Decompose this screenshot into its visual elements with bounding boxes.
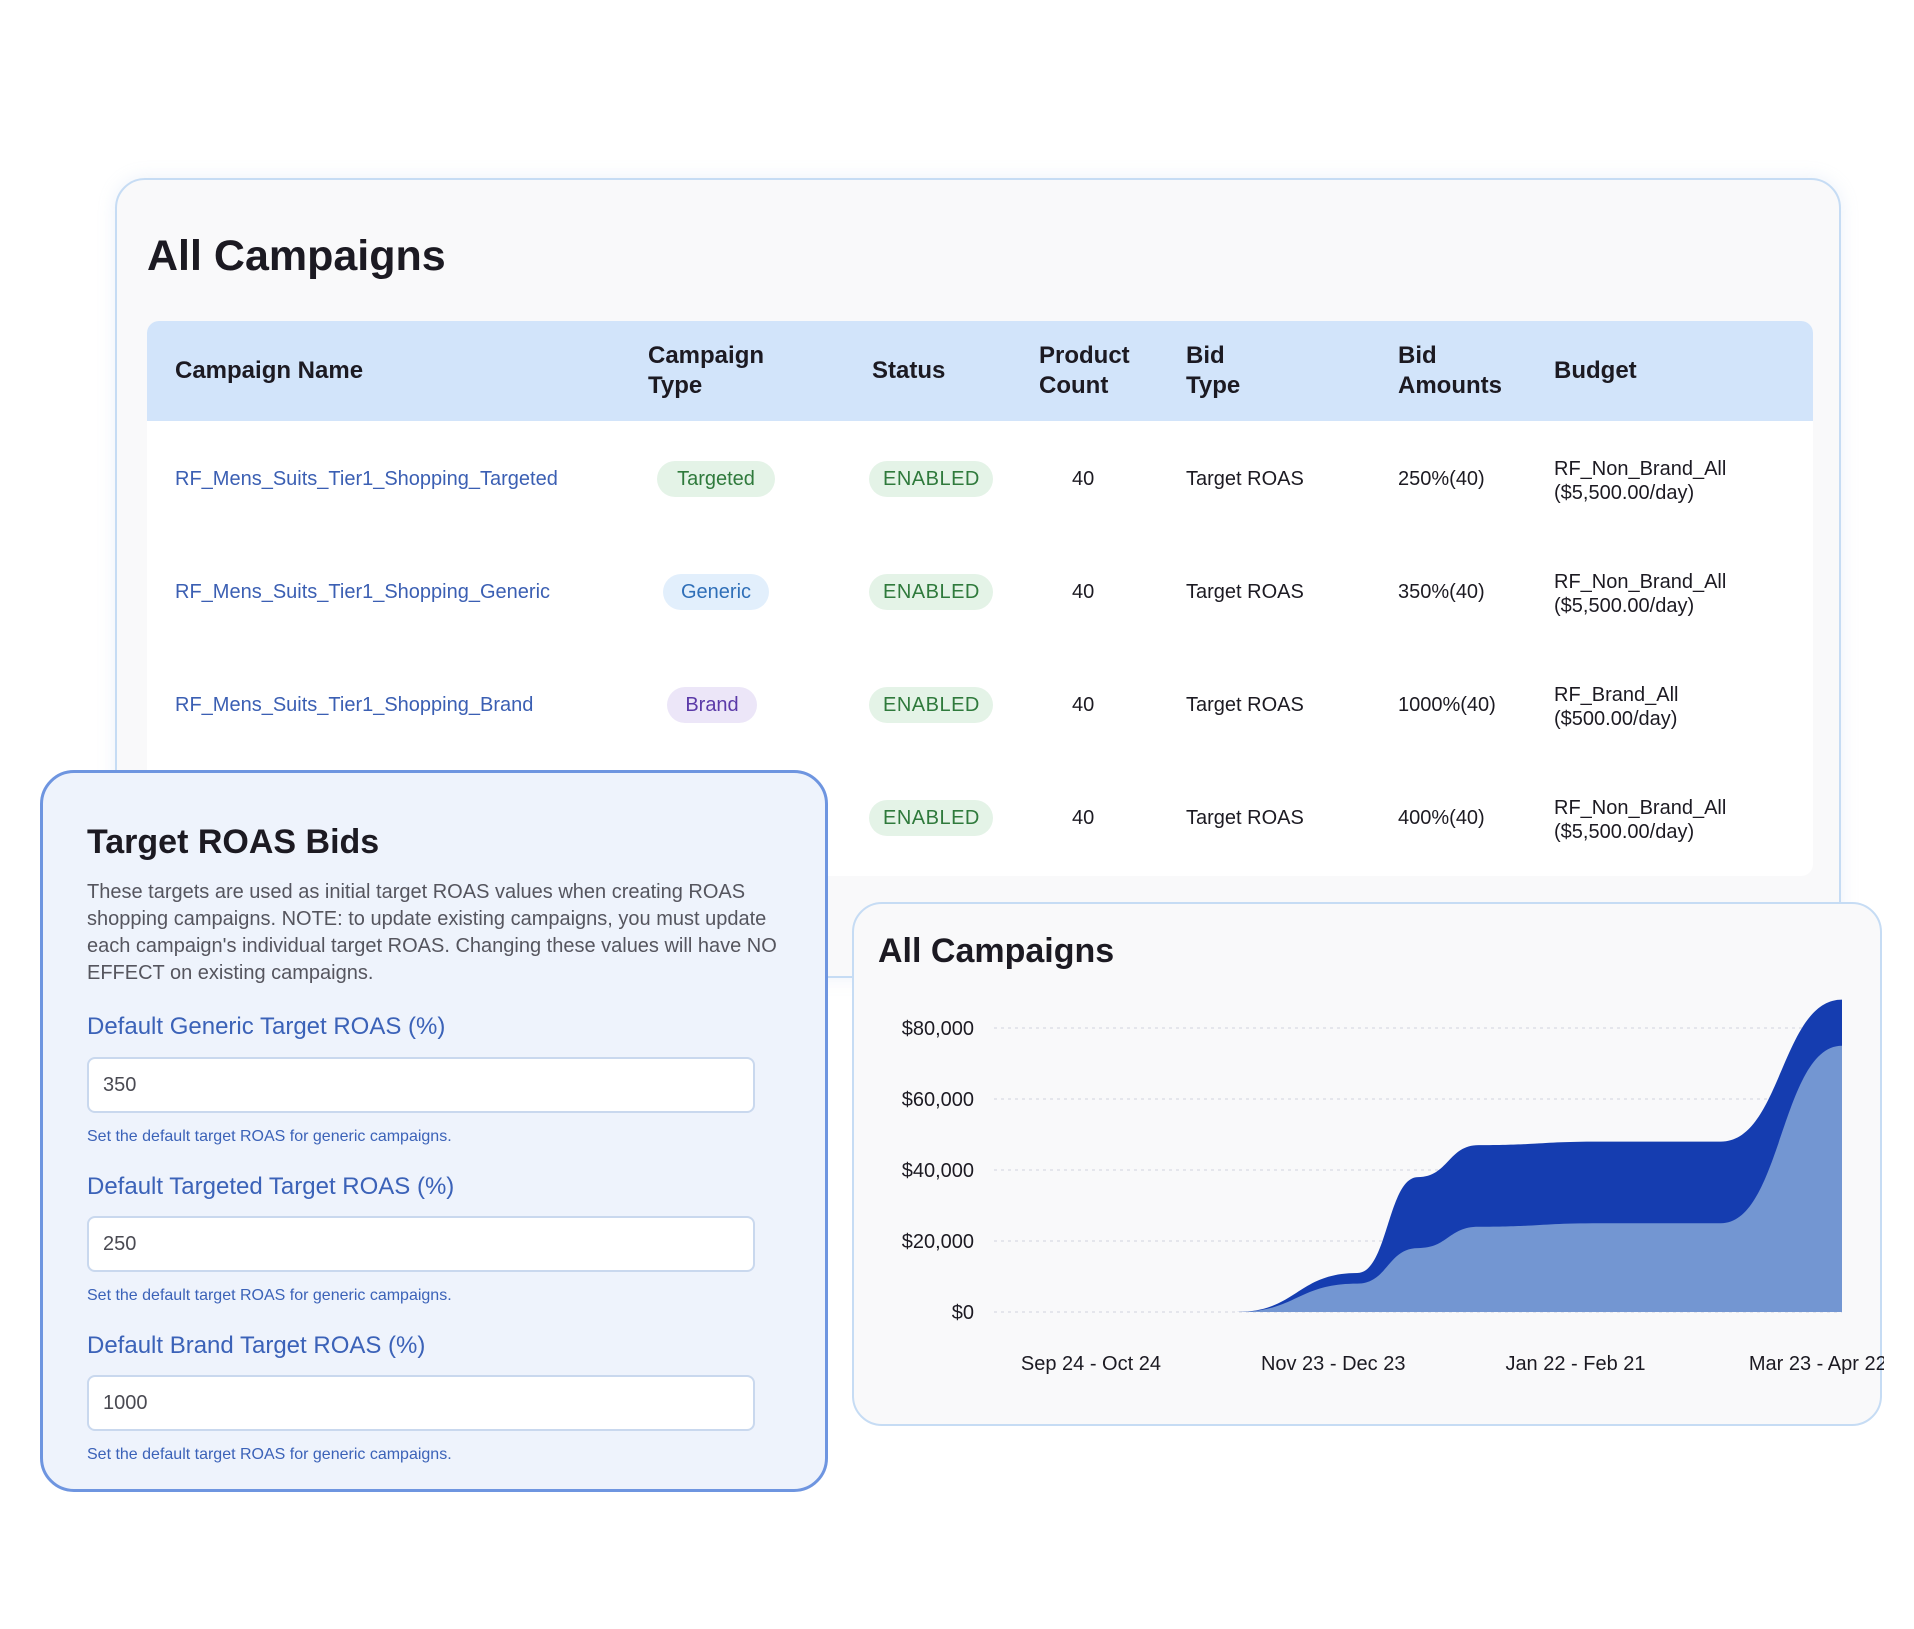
budget-amount: ($5,500.00/day) [1554, 595, 1695, 617]
header-campaign-type-line2: Type [648, 372, 703, 399]
budget-amount: ($500.00/day) [1554, 708, 1678, 730]
header-product-count-line1: Product [1039, 342, 1130, 369]
header-campaign-type[interactable]: Campaign Type [648, 341, 764, 401]
generic-roas-label: Default Generic Target ROAS (%) [87, 1013, 446, 1040]
campaign-type-badge: Generic [663, 574, 769, 610]
campaigns-area-chart: $0 $20,000 $40,000 $60,000 $80,000 Sep 24 - O… [902, 999, 1884, 1375]
budget-name: RF_Brand_All [1554, 684, 1679, 706]
header-bid-type[interactable]: Bid Type [1186, 341, 1240, 401]
bid-amount: 1000%(40) [1398, 694, 1496, 716]
header-budget[interactable]: Budget [1554, 357, 1637, 384]
header-product-count-line2: Count [1039, 372, 1109, 399]
x-tick-label: Jan 22 - Feb 21 [1505, 1353, 1645, 1375]
header-campaign-name[interactable]: Campaign Name [175, 357, 364, 384]
budget-amount: ($5,500.00/day) [1554, 482, 1695, 504]
targeted-roas-help: Set the default target ROAS for generic … [87, 1287, 452, 1304]
budget-name: RF_Non_Brand_All [1554, 458, 1727, 480]
budget-amount: ($5,500.00/day) [1554, 821, 1695, 843]
brand-roas-input[interactable] [87, 1375, 755, 1431]
product-count: 40 [1072, 807, 1095, 829]
budget-name: RF_Non_Brand_All [1554, 571, 1727, 593]
target-roas-card: Target ROAS Bids These targets are used … [40, 770, 828, 1492]
header-product-count[interactable]: Product Count [1039, 341, 1130, 401]
budget-name: RF_Non_Brand_All [1554, 797, 1727, 819]
product-count: 40 [1072, 468, 1095, 490]
brand-roas-label: Default Brand Target ROAS (%) [87, 1332, 426, 1359]
budget: RF_Non_Brand_All ($5,500.00/day) [1554, 796, 1726, 844]
targeted-roas-input[interactable] [87, 1216, 755, 1272]
header-bid-amounts-line1: Bid [1398, 342, 1437, 369]
header-bid-type-line1: Bid [1186, 342, 1225, 369]
status-badge: ENABLED [869, 687, 993, 723]
budget: RF_Non_Brand_All ($5,500.00/day) [1554, 457, 1726, 505]
campaign-name-link[interactable]: RF_Mens_Suits_Tier1_Shopping_Generic [175, 581, 551, 603]
bid-type: Target ROAS [1186, 694, 1304, 716]
x-tick-label: Nov 23 - Dec 23 [1261, 1353, 1406, 1375]
budget: RF_Non_Brand_All ($5,500.00/day) [1554, 570, 1726, 618]
roas-panel-description: These targets are used as initial target… [87, 881, 777, 984]
generic-roas-input[interactable] [87, 1057, 755, 1113]
table-row[interactable]: RF_Mens_Suits_Tier1_Shopping_Brand Brand… [147, 647, 1813, 760]
header-bid-amounts-line2: Amounts [1398, 372, 1502, 399]
campaign-name-link[interactable]: RF_Mens_Suits_Tier1_Shopping_Targeted [175, 468, 558, 490]
status-badge: ENABLED [869, 574, 993, 610]
y-tick-label: $20,000 [902, 1231, 974, 1253]
bid-type: Target ROAS [1186, 807, 1304, 829]
product-count: 40 [1072, 581, 1095, 603]
table-row[interactable]: RF_Mens_Suits_Tier1_Shopping_Targeted Ta… [147, 421, 1813, 534]
campaign-type-badge: Brand [667, 687, 757, 723]
budget: RF_Brand_All ($500.00/day) [1554, 683, 1679, 731]
product-count: 40 [1072, 694, 1095, 716]
y-tick-label: $80,000 [902, 1018, 974, 1040]
campaign-type-badge: Targeted [657, 461, 775, 497]
header-bid-amounts[interactable]: Bid Amounts [1398, 341, 1502, 401]
bid-type: Target ROAS [1186, 581, 1304, 603]
generic-roas-help: Set the default target ROAS for generic … [87, 1128, 452, 1145]
x-tick-label: Mar 23 - Apr 22 [1749, 1353, 1884, 1375]
bid-type: Target ROAS [1186, 468, 1304, 490]
y-tick-label: $0 [952, 1302, 974, 1324]
table-header: Campaign Name Campaign Type Status Produ… [147, 321, 1813, 421]
chart-card: All Campaigns $0 $20,000 $40,000 $60,000 $80… [852, 902, 1884, 1426]
chart-title: All Campaigns [878, 932, 1115, 970]
table-row[interactable]: RF_Mens_Suits_Tier1_Shopping_Generic Gen… [147, 534, 1813, 647]
status-badge: ENABLED [869, 800, 993, 836]
header-status[interactable]: Status [872, 357, 946, 384]
bid-amount: 400%(40) [1398, 807, 1485, 829]
header-campaign-type-line1: Campaign [648, 342, 765, 369]
status-badge: ENABLED [869, 461, 993, 497]
y-tick-label: $40,000 [902, 1160, 974, 1182]
roas-panel-title: Target ROAS Bids [87, 823, 380, 861]
campaigns-table-title: All Campaigns [147, 232, 446, 280]
campaigns-table: Campaign Name Campaign Type Status Produ… [147, 321, 1813, 876]
series-area-light [994, 1045, 1842, 1312]
targeted-roas-label: Default Targeted Target ROAS (%) [87, 1173, 455, 1200]
y-tick-label: $60,000 [902, 1089, 974, 1111]
bid-amount: 350%(40) [1398, 581, 1485, 603]
header-bid-type-line2: Type [1186, 372, 1241, 399]
x-tick-label: Sep 24 - Oct 24 [1021, 1353, 1161, 1375]
brand-roas-help: Set the default target ROAS for generic … [87, 1446, 452, 1463]
campaign-name-link[interactable]: RF_Mens_Suits_Tier1_Shopping_Brand [175, 694, 534, 716]
bid-amount: 250%(40) [1398, 468, 1485, 490]
table-row[interactable]: ENABLED 40 Target ROAS 400%(40) RF_Non_B… [147, 760, 1813, 873]
